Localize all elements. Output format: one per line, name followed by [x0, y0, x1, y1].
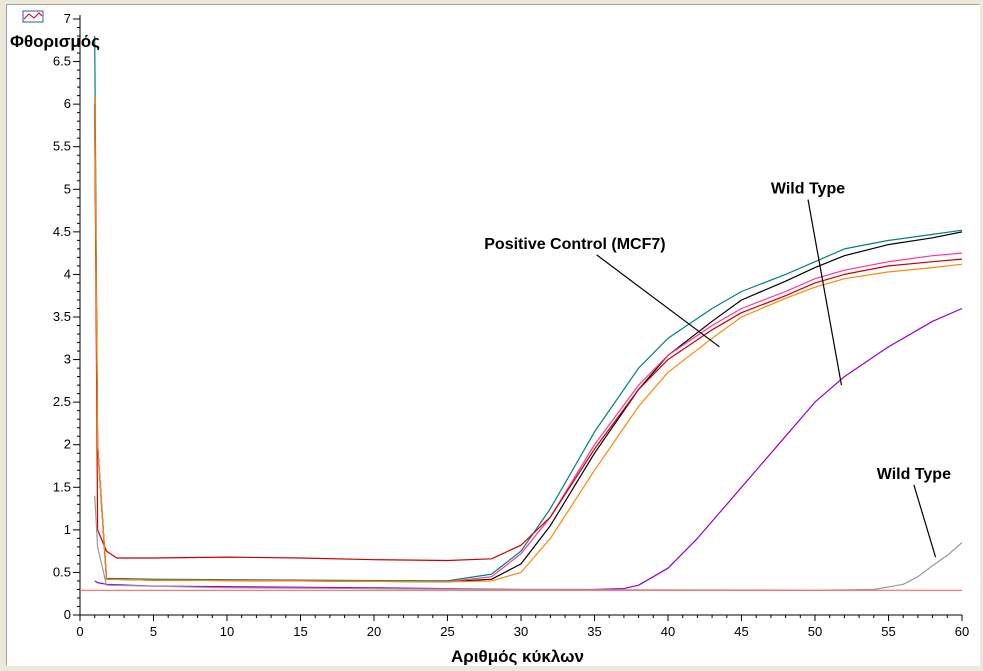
x-tick-label: 55 [881, 624, 895, 639]
y-tick-label: 6 [64, 96, 71, 111]
annotation-label-1: Positive Control (MCF7) [484, 236, 665, 253]
x-tick-label: 35 [587, 624, 601, 639]
x-tick-label: 5 [150, 624, 157, 639]
y-tick-label: 3 [64, 352, 71, 367]
annotation-label-2: Wild Type [771, 181, 845, 198]
x-tick-label: 10 [220, 624, 234, 639]
annotation-label-3: Wild Type [877, 466, 951, 483]
y-tick-label: 4 [64, 266, 71, 281]
x-tick-label: 30 [514, 624, 528, 639]
x-axis-label: Αριθμός κύκλων [451, 647, 584, 665]
annotation-pointer-3 [913, 484, 937, 558]
y-tick-label: 5 [64, 181, 71, 196]
y-tick-label: 0 [64, 607, 71, 622]
x-tick-label: 25 [440, 624, 454, 639]
y-tick-label: 0.5 [53, 564, 71, 579]
x-tick-label: 0 [76, 624, 83, 639]
x-tick-label: 60 [955, 624, 969, 639]
annotation-layer: Positive Control (MCF7) Wild Type Wild Typ… [484, 181, 951, 558]
series-layer [80, 35, 963, 591]
series-line-5 [94, 95, 963, 583]
chart-window: 0 0.5 1 1.5 2 2.5 3 3.5 4 4.5 5 5.5 6 6.5 7 0 5 10 15 20 25 3… [6, 4, 980, 666]
annotation-pointer-2 [807, 199, 843, 386]
y-tick-label: 2 [64, 437, 71, 452]
chart-icon [22, 10, 44, 23]
chart-axes: 0 0.5 1 1.5 2 2.5 3 3.5 4 4.5 5 5.5 6 6.5 7 0 5 10 15 20 25 3… [53, 11, 969, 639]
fluorescence-chart: 0 0.5 1 1.5 2 2.5 3 3.5 4 4.5 5 5.5 6 6.5 7 0 5 10 15 20 25 3… [10, 10, 969, 665]
y-tick-label: 5.5 [53, 139, 71, 154]
series-line-6 [94, 307, 963, 591]
series-line-7 [94, 495, 963, 591]
series-line-1 [94, 35, 963, 582]
series-line-2 [94, 104, 963, 583]
x-tick-label: 50 [808, 624, 822, 639]
y-tick-label: 7 [64, 11, 71, 26]
series-line-4 [94, 104, 963, 562]
x-tick-label: 45 [734, 624, 748, 639]
y-tick-label: 4.5 [53, 224, 71, 239]
y-tick-label: 6.5 [53, 54, 71, 69]
y-tick-label: 1.5 [53, 479, 71, 494]
x-tick-label: 20 [367, 624, 381, 639]
y-tick-label: 1 [64, 522, 71, 537]
y-axis-label: Φθορισμός [10, 32, 100, 51]
annotation-pointer-1 [596, 254, 720, 348]
y-tick-label: 2.5 [53, 394, 71, 409]
y-tick-label: 3.5 [53, 309, 71, 324]
x-tick-label: 40 [661, 624, 675, 639]
x-tick-label: 15 [293, 624, 307, 639]
